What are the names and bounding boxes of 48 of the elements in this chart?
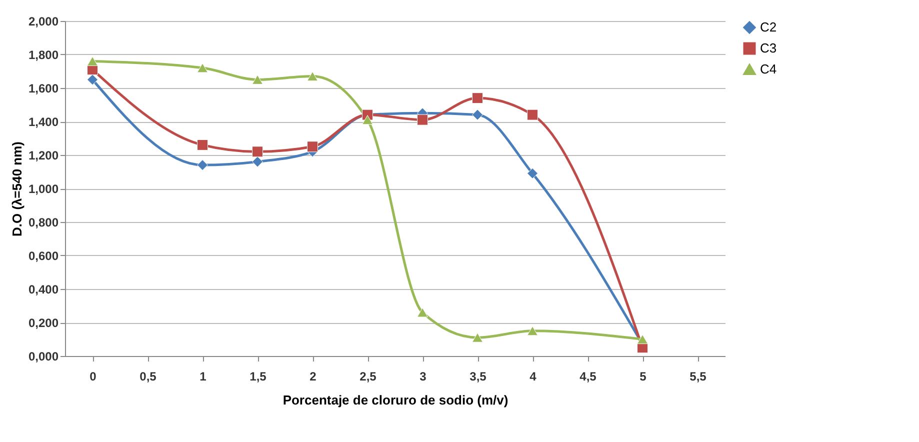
y-tick-label: 1,400 [28,115,59,129]
y-tick-label: 0,600 [28,249,59,263]
y-tick-label: 0,000 [28,350,59,364]
y-tick-label: 0,200 [28,316,59,330]
x-tick-label: 5,5 [690,370,707,384]
point [527,168,538,179]
point [87,56,98,66]
y-tick-label: 1,600 [28,82,59,96]
x-tick-label: 0,5 [140,370,157,384]
x-tick-label: 3,5 [470,370,487,384]
point [527,109,538,120]
point [472,92,483,104]
point [417,114,428,126]
y-tick-label: 0,800 [28,216,59,230]
point [252,74,263,84]
y-tick-label: 1,800 [28,48,59,62]
point [197,160,208,171]
legend-label: C4 [760,62,777,76]
point [637,334,648,344]
x-tick-label: 5 [640,370,647,384]
x-axis-title: Porcentaje de cloruro de sodio (m/v) [282,392,508,408]
point [527,326,538,336]
point [197,139,208,150]
legend-label: C3 [760,40,777,56]
point [472,332,483,342]
y-tick-label: 2,000 [28,14,59,28]
y-tick-label: 0,400 [28,282,59,296]
x-tick-label: 4,5 [580,370,597,384]
x-tick-label: 2,5 [360,370,377,384]
y-tick-label: 1,200 [28,148,59,162]
y-tick-label: 1,000 [28,182,59,196]
x-tick-label: 4 [530,370,537,384]
x-tick-label: 1 [200,370,207,384]
point [472,109,483,120]
x-tick-label: 3 [420,370,427,384]
point [307,71,318,82]
point [197,63,208,73]
x-tick-label: 2 [310,370,317,384]
point [362,115,373,125]
point [252,156,263,168]
x-tick-label: 0 [90,370,97,384]
legend-label: C2 [760,20,777,34]
point [307,141,318,152]
x-tick-label: 1,5 [250,370,267,384]
point [417,308,428,318]
y-axis-title: D.O (λ=540 nm) [9,141,24,237]
point [252,146,263,158]
point [87,74,98,86]
